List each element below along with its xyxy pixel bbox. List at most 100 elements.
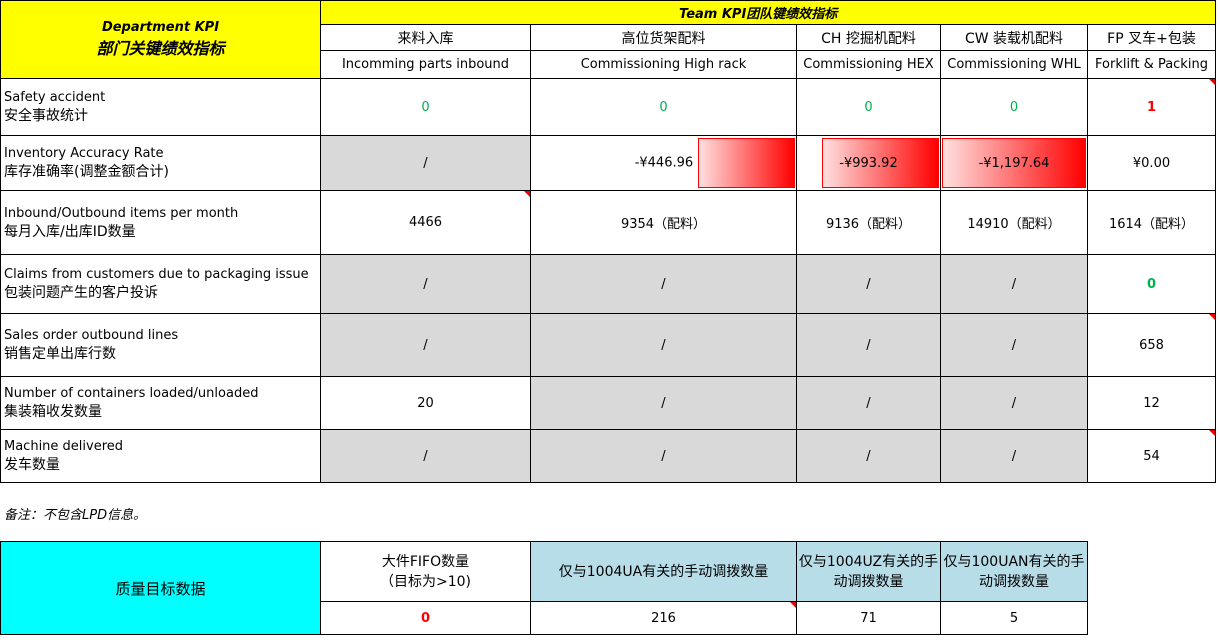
kpi-value: / xyxy=(423,155,428,171)
kpi-value: / xyxy=(423,276,428,292)
quality-header-text: 仅与100UAN有关的手动调拨数量 xyxy=(943,553,1085,590)
quality-header[interactable]: 仅与1004UZ有关的手动调拨数量 xyxy=(796,541,941,602)
comment-indicator-icon[interactable] xyxy=(790,602,796,608)
kpi-cell[interactable]: / xyxy=(796,313,941,377)
quality-value[interactable]: 0 xyxy=(320,601,531,635)
kpi-cell[interactable]: 14910（配料） xyxy=(940,190,1088,255)
kpi-cell[interactable]: / xyxy=(796,376,941,430)
kpi-cell[interactable]: / xyxy=(320,429,531,483)
kpi-cell[interactable]: 0 xyxy=(940,78,1088,136)
kpi-cell[interactable]: -¥1,197.64 xyxy=(940,135,1088,191)
comment-indicator-icon[interactable] xyxy=(524,191,530,197)
dept-title-en: Department KPI xyxy=(101,20,220,35)
kpi-cell[interactable]: -¥993.92 xyxy=(796,135,941,191)
kpi-label-cn: 包装问题产生的客户投诉 xyxy=(4,285,158,301)
department-kpi-header[interactable]: Department KPI 部门关键绩效指标 xyxy=(0,0,321,79)
kpi-row: Inbound/Outbound items per month 每月入库/出库I… xyxy=(0,190,1216,255)
kpi-cell[interactable]: 0 xyxy=(320,78,531,136)
kpi-label[interactable]: Inbound/Outbound items per month 每月入库/出库I… xyxy=(0,190,321,255)
kpi-label-cn: 每月入库/出库ID数量 xyxy=(4,223,136,240)
kpi-cell[interactable]: 0 xyxy=(796,78,941,136)
kpi-cell[interactable]: 0 xyxy=(1087,254,1216,314)
kpi-label[interactable]: Number of containers loaded/unloaded 集装箱收… xyxy=(0,376,321,430)
kpi-cell[interactable]: 9354（配料） xyxy=(530,190,797,255)
kpi-value: 0 xyxy=(864,99,873,115)
kpi-cell[interactable]: 54 xyxy=(1087,429,1216,483)
kpi-label[interactable]: Machine delivered 发车数量 xyxy=(0,429,321,483)
kpi-cell[interactable]: / xyxy=(530,254,797,314)
quality-header[interactable]: 仅与1004UA有关的手动调拨数量 xyxy=(530,541,797,602)
quality-title[interactable]: 质量目标数据 xyxy=(0,541,321,635)
kpi-cell[interactable]: 1614（配料） xyxy=(1087,190,1216,255)
column-header-cn[interactable]: CH 挖掘机配料 xyxy=(796,24,941,51)
kpi-cell[interactable]: / xyxy=(940,254,1088,314)
kpi-value: 12 xyxy=(1143,395,1160,411)
quality-value[interactable]: 71 xyxy=(796,601,941,635)
kpi-value: / xyxy=(661,395,666,411)
column-header-en[interactable]: Commissioning WHL xyxy=(940,50,1088,79)
quality-value-text: 0 xyxy=(420,610,431,626)
kpi-cell[interactable]: / xyxy=(320,313,531,377)
kpi-value: / xyxy=(1011,448,1017,464)
kpi-value: 54 xyxy=(1143,448,1160,464)
kpi-cell[interactable]: / xyxy=(320,135,531,191)
kpi-cell[interactable]: -¥446.96 xyxy=(530,135,797,191)
quality-header[interactable]: 仅与100UAN有关的手动调拨数量 xyxy=(940,541,1088,602)
kpi-cell[interactable]: 1 xyxy=(1087,78,1216,136)
kpi-cell[interactable]: / xyxy=(940,429,1088,483)
kpi-label[interactable]: Inventory Accuracy Rate 库存准确率(调整金额合计) xyxy=(0,135,321,191)
kpi-value: 1 xyxy=(1146,99,1157,115)
kpi-value: 9354（配料） xyxy=(620,217,707,232)
column-header-cn[interactable]: 高位货架配料 xyxy=(530,24,797,51)
kpi-row: Number of containers loaded/unloaded 集装箱收… xyxy=(0,376,1216,430)
kpi-cell[interactable]: ¥0.00 xyxy=(1087,135,1216,191)
kpi-cell[interactable]: / xyxy=(320,254,531,314)
kpi-row: Machine delivered 发车数量 / / / / 54 xyxy=(0,429,1216,483)
column-header-cn[interactable]: 来料入库 xyxy=(320,24,531,51)
column-header-cn[interactable]: CW 装载机配料 xyxy=(940,24,1088,51)
kpi-label-cn: 安全事故统计 xyxy=(4,108,88,124)
kpi-row: Claims from customers due to packaging i… xyxy=(0,254,1216,314)
column-header-en[interactable]: Commissioning HEX xyxy=(796,50,941,79)
quality-header-text: 仅与1004UZ有关的手动调拨数量 xyxy=(798,553,939,590)
kpi-cell[interactable]: 4466 xyxy=(320,190,531,255)
team-kpi-header[interactable]: Team KPI团队键绩效指标 xyxy=(320,0,1216,25)
kpi-cell[interactable]: / xyxy=(530,429,797,483)
kpi-label-en: Inbound/Outbound items per month xyxy=(4,205,239,221)
kpi-cell[interactable]: / xyxy=(796,254,941,314)
kpi-cell[interactable]: / xyxy=(940,313,1088,377)
kpi-value: / xyxy=(866,395,871,411)
kpi-label[interactable]: Sales order outbound lines 销售定单出库行数 xyxy=(0,313,321,377)
kpi-cell[interactable]: / xyxy=(940,376,1088,430)
column-header-en[interactable]: Forklift & Packing xyxy=(1087,50,1216,79)
kpi-cell[interactable]: / xyxy=(530,313,797,377)
kpi-cell[interactable]: 0 xyxy=(530,78,797,136)
quality-value[interactable]: 5 xyxy=(940,601,1088,635)
kpi-label[interactable]: Safety accident 安全事故统计 xyxy=(0,78,321,136)
quality-header[interactable]: 大件FIFO数量 （目标为>10) xyxy=(320,541,531,602)
comment-indicator-icon[interactable] xyxy=(1209,430,1215,436)
kpi-label-en: Sales order outbound lines xyxy=(4,328,179,343)
kpi-value: -¥1,197.64 xyxy=(978,155,1050,171)
kpi-cell[interactable]: / xyxy=(530,376,797,430)
kpi-label-cn: 库存准确率(调整金额合计) xyxy=(4,164,169,180)
kpi-cell[interactable]: / xyxy=(796,429,941,483)
kpi-label-en: Machine delivered xyxy=(4,439,124,454)
kpi-value: 20 xyxy=(417,395,434,411)
column-header-en[interactable]: Incomming parts inbound xyxy=(320,50,531,79)
kpi-label[interactable]: Claims from customers due to packaging i… xyxy=(0,254,321,314)
kpi-cell[interactable]: 9136（配料） xyxy=(796,190,941,255)
quality-value[interactable]: 216 xyxy=(530,601,797,635)
kpi-value: 0 xyxy=(421,99,430,115)
kpi-value: / xyxy=(866,337,871,353)
quality-value-text: 216 xyxy=(651,610,676,626)
column-header-cn[interactable]: FP 叉车+包装 xyxy=(1087,24,1216,51)
comment-indicator-icon[interactable] xyxy=(1209,79,1215,85)
kpi-cell[interactable]: 12 xyxy=(1087,376,1216,430)
kpi-cell[interactable]: 20 xyxy=(320,376,531,430)
kpi-cell[interactable]: 658 xyxy=(1087,313,1216,377)
comment-indicator-icon[interactable] xyxy=(1209,314,1215,320)
column-header-en[interactable]: Commissioning High rack xyxy=(530,50,797,79)
kpi-value: 9136（配料） xyxy=(825,217,912,232)
kpi-value: 14910（配料） xyxy=(967,217,1061,232)
